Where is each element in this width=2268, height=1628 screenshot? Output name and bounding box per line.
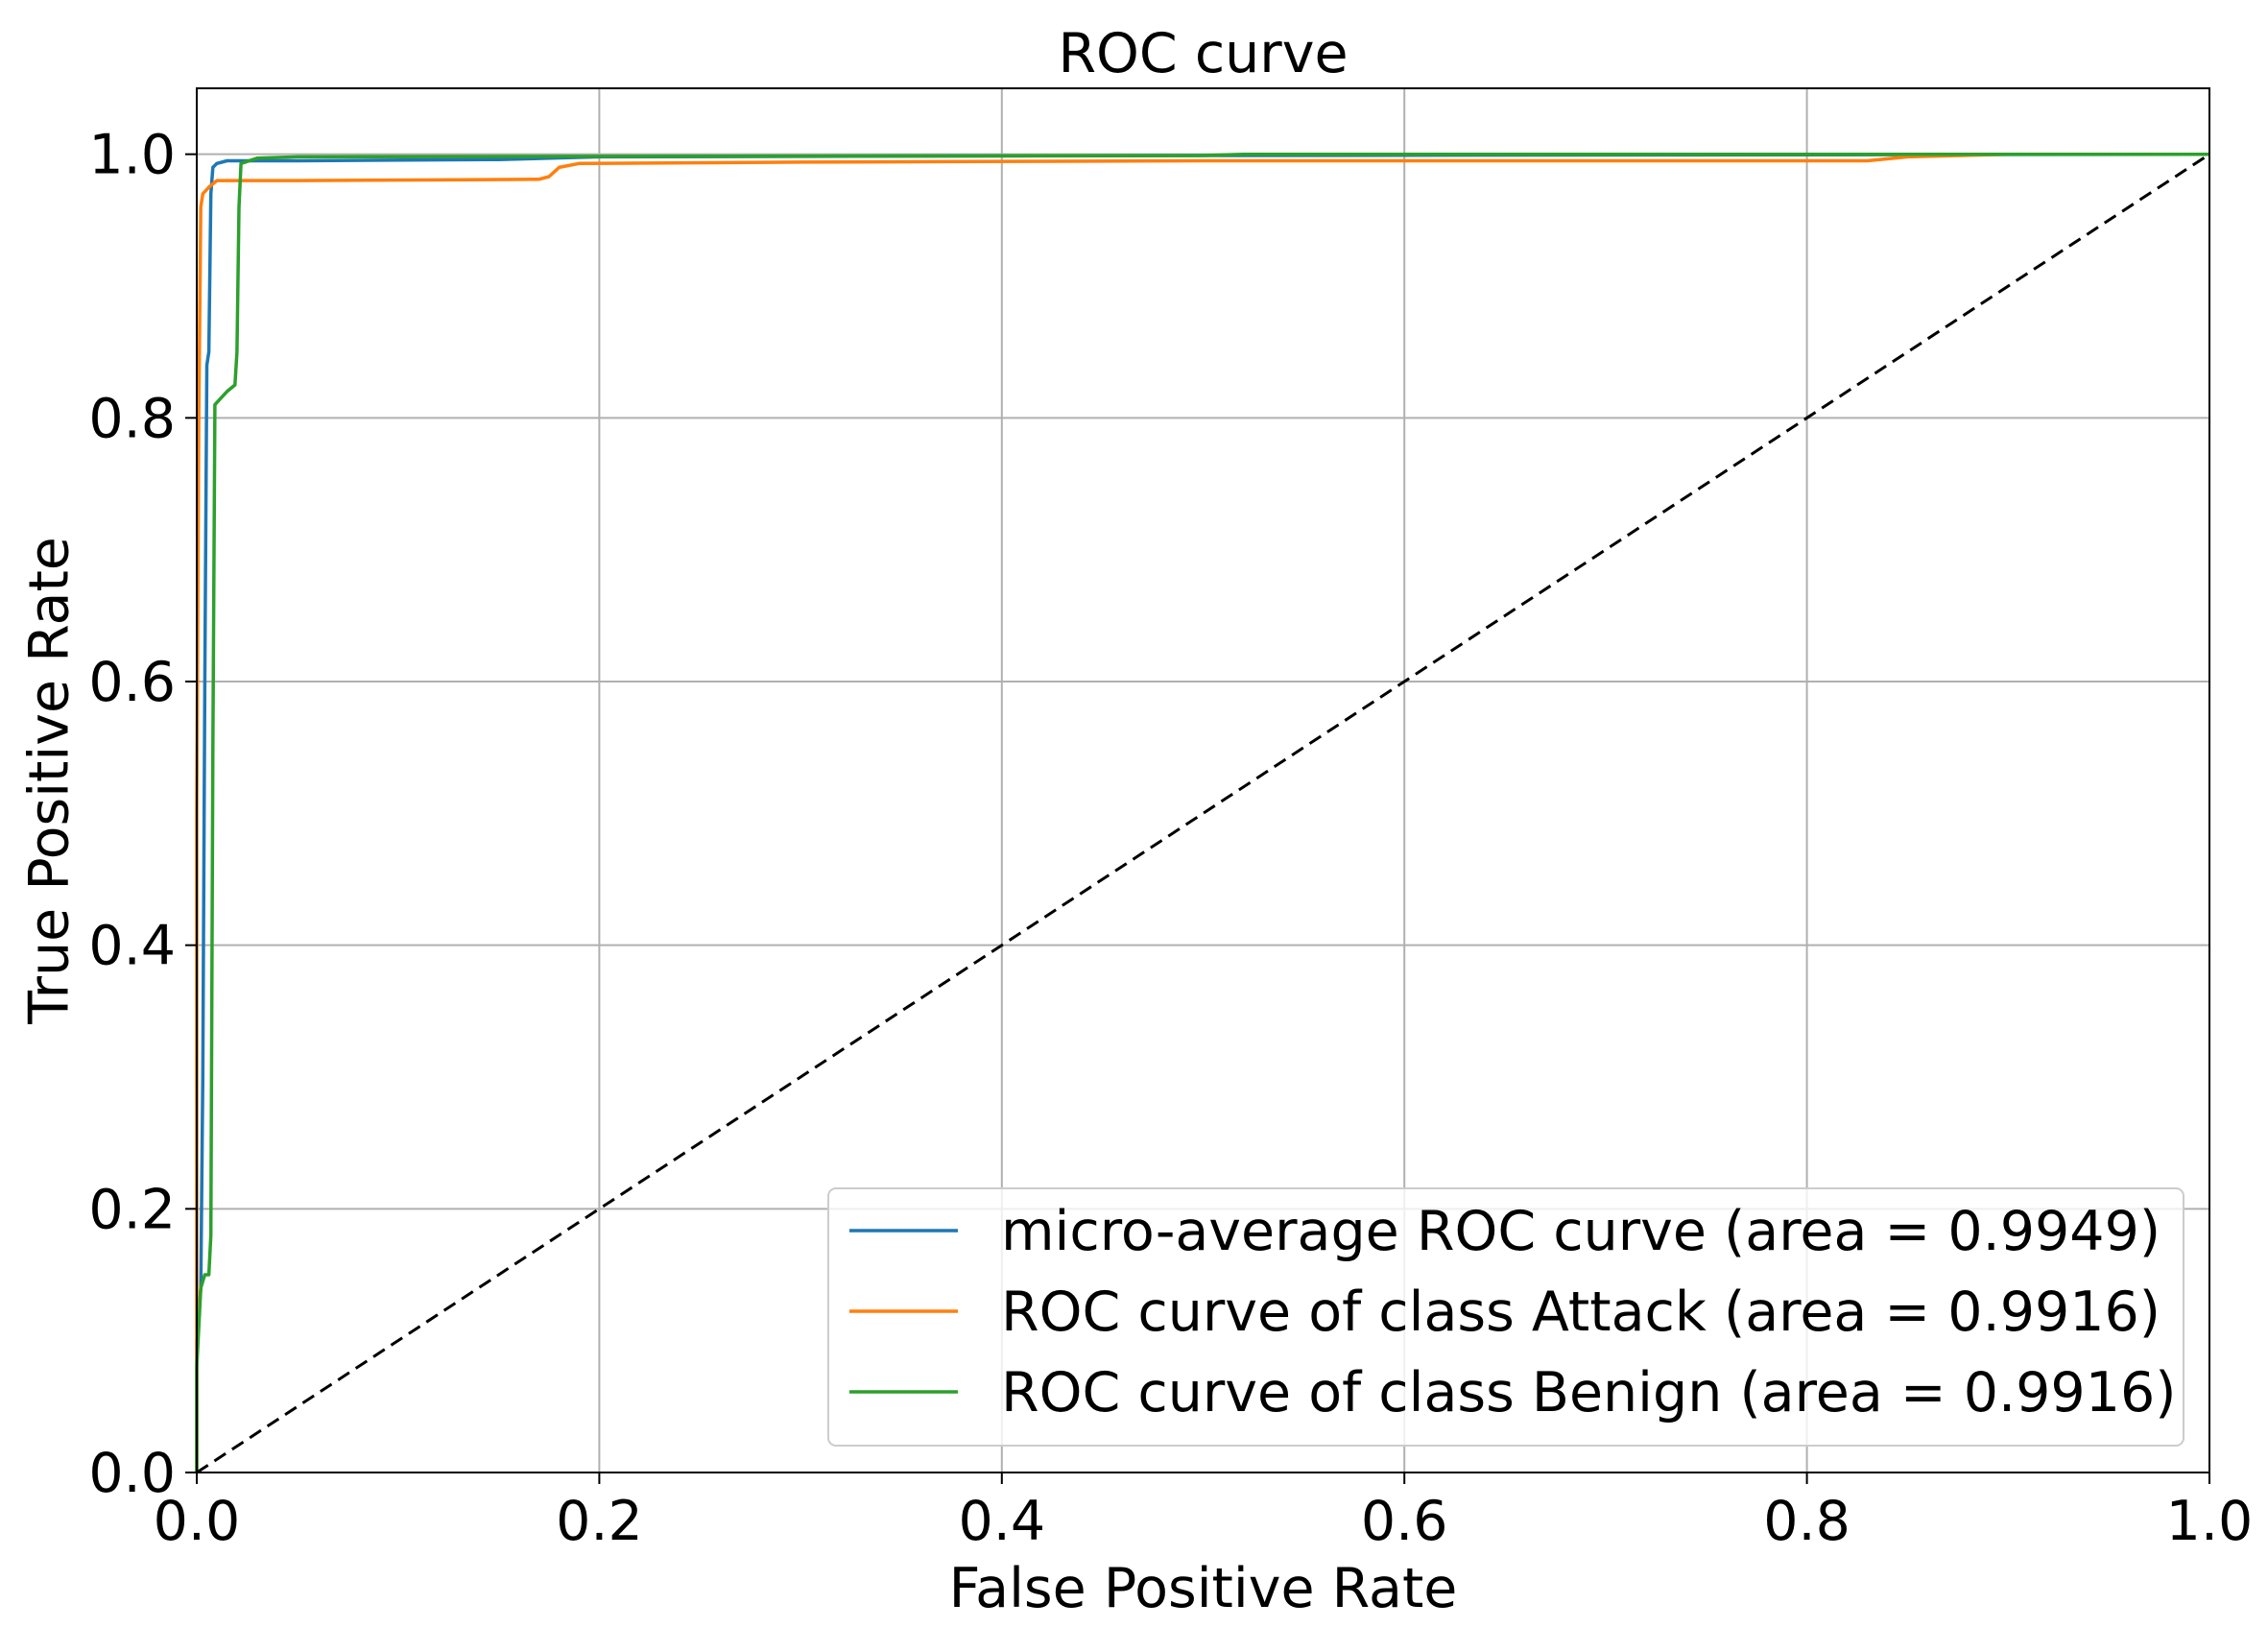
y-tick-label: 0.0 — [88, 1442, 176, 1505]
x-tick-label: 0.6 — [1361, 1490, 1448, 1553]
y-axis-title: True Positive Rate — [18, 537, 82, 1025]
x-axis-title: False Positive Rate — [949, 1557, 1458, 1620]
x-tick-label: 0.0 — [154, 1490, 241, 1553]
y-tick-label: 0.6 — [88, 651, 176, 714]
legend-label: ROC curve of class Attack (area = 0.9916… — [1001, 1281, 2161, 1344]
ticks-layer: 0.0 0.2 0.4 0.6 0.8 1.0 0.0 0.2 0.4 0.6 0.8 1.0 — [88, 124, 2253, 1553]
legend-box — [827, 1187, 2184, 1447]
series-line-0 — [195, 152, 2210, 1472]
series-layer — [195, 152, 2210, 1474]
x-tick-label: 0.8 — [1763, 1490, 1850, 1553]
legend-items: micro-average ROC curve (area = 0.9949) R… — [849, 1200, 2176, 1424]
chart-title: ROC curve — [1058, 22, 1348, 85]
x-tick-label: 0.4 — [958, 1490, 1045, 1553]
legend-label: ROC curve of class Benign (area = 0.9916… — [1001, 1361, 2176, 1424]
series-line-1 — [195, 152, 2209, 1472]
x-tick-label: 1.0 — [2166, 1490, 2254, 1553]
plot-area-frame — [196, 87, 2210, 1473]
y-tick-label: 0.4 — [88, 915, 176, 978]
legend: micro-average ROC curve (area = 0.9949) R… — [827, 1187, 2184, 1447]
x-tick-label: 0.2 — [556, 1490, 643, 1553]
y-tick-label: 1.0 — [88, 124, 176, 187]
y-tick-label: 0.8 — [88, 387, 176, 450]
y-tick-label: 0.2 — [88, 1178, 176, 1241]
series-line-2 — [195, 152, 2209, 1472]
legend-label: micro-average ROC curve (area = 0.9949) — [1001, 1200, 2161, 1263]
